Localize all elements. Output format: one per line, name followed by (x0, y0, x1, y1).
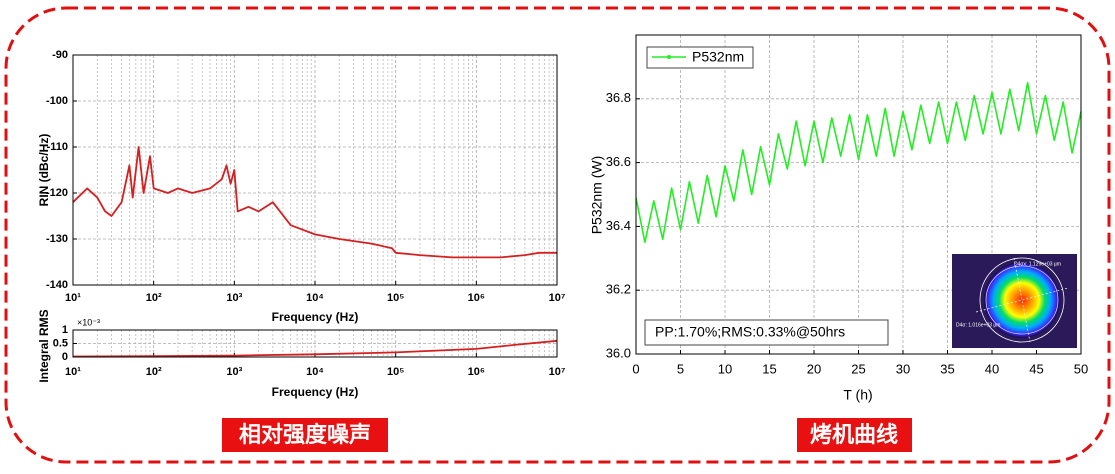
x-axis-label: Frequency (Hz) (272, 385, 359, 399)
inset-text: D4σx: 1.129e+03 µm (1014, 261, 1061, 267)
x-tick-label: 10 (718, 361, 732, 376)
x-tick-label: 10⁵ (387, 292, 404, 304)
x-tick-label: 25 (851, 361, 865, 376)
x-axis-label: Frequency (Hz) (272, 310, 359, 324)
x-tick-label: 10³ (226, 366, 242, 378)
data-line (72, 146, 557, 259)
x-tick-label: 0 (632, 361, 639, 376)
beam-outline (985, 265, 1059, 335)
x-tick-label: 15 (762, 361, 776, 376)
beam (984, 262, 1060, 338)
y-axis-label: Integral RMS (37, 309, 51, 382)
annotation: PP:1.70%;RMS:0.33%@50hrs (655, 324, 845, 340)
y-tick-label: -130 (46, 233, 68, 245)
x-tick-label: 5 (677, 361, 684, 376)
plot-frame (72, 54, 558, 286)
y-tick-label: -120 (46, 187, 68, 199)
y-tick-label: -100 (46, 95, 68, 107)
beam-outline (979, 257, 1065, 343)
y-axis-label: P532nm (W) (589, 156, 605, 235)
x-tick-label: 40 (985, 361, 999, 376)
x-tick-label: 10¹ (65, 292, 81, 304)
y-multiplier: ×10⁻³ (77, 317, 100, 327)
caption: 相对强度噪声 (239, 422, 371, 447)
x-tick-label: 45 (1029, 361, 1043, 376)
data-line (72, 339, 558, 358)
x-tick-label: 10² (146, 292, 162, 304)
legend-box (646, 46, 754, 69)
frame (4, 6, 1111, 464)
y-tick-label: 1 (62, 324, 68, 336)
y-tick-label: 36.4 (606, 218, 631, 233)
y-tick-label: -140 (46, 279, 68, 291)
y-axis-label: RIN (dBc/Hz) (37, 134, 51, 207)
x-tick-label: 30 (896, 361, 910, 376)
data-line (635, 82, 1082, 244)
inset-text: D4σ: 1.016e+03 µm (956, 322, 1000, 328)
legend-label: P532nm (692, 49, 744, 65)
x-tick-label: 35 (940, 361, 954, 376)
y-tick-label: 36.2 (606, 282, 631, 297)
caption-box (222, 418, 388, 452)
x-tick-label: 50 (1074, 361, 1088, 376)
x-tick-label: 10¹ (65, 366, 81, 378)
x-tick-label: 10⁴ (306, 292, 324, 304)
x-tick-label: 10⁷ (549, 366, 566, 378)
x-tick-label: 10⁶ (468, 292, 485, 304)
annotation-box (644, 319, 889, 346)
caption-box (797, 418, 912, 452)
x-tick-label: 10⁷ (549, 292, 566, 304)
x-tick-label: 20 (807, 361, 821, 376)
x-tick-label: 10⁶ (468, 366, 485, 378)
caption: 烤机曲线 (810, 422, 898, 447)
y-tick-label: 36.8 (606, 90, 631, 105)
y-tick-label: 0 (62, 351, 68, 363)
legend-dot (667, 55, 671, 59)
y-tick-label: 0.5 (53, 337, 68, 349)
y-tick-label: 36.6 (606, 154, 631, 169)
x-tick-label: 10⁴ (306, 366, 324, 378)
x-tick-label: 10⁵ (387, 366, 404, 378)
y-tick-label: -90 (52, 49, 68, 61)
x-tick-label: 10² (146, 366, 162, 378)
plot-frame (635, 34, 1082, 355)
y-tick-label: 36.0 (606, 345, 631, 360)
y-tick-label: -110 (47, 141, 68, 153)
x-axis-label: T (h) (843, 387, 872, 403)
x-tick-label: 10³ (226, 292, 242, 304)
plot-frame (72, 329, 558, 358)
